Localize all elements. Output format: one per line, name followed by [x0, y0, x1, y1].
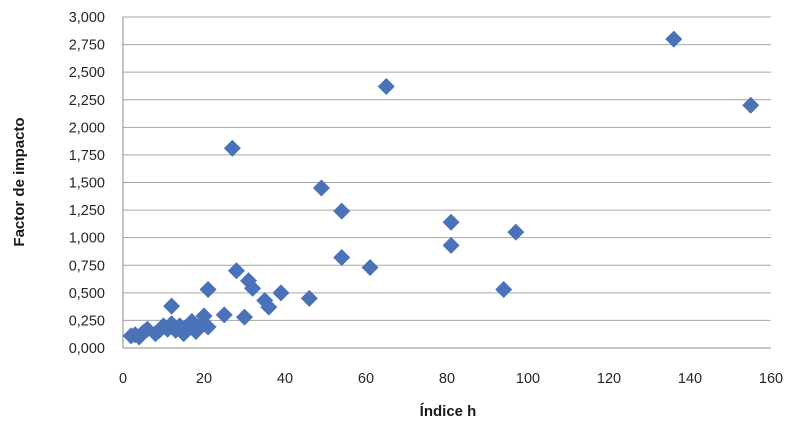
data-points [122, 30, 760, 346]
data-point [244, 279, 262, 297]
x-tick-label: 20 [196, 371, 212, 387]
data-point [227, 262, 245, 280]
axes [122, 17, 771, 349]
y-tick-label: 3,000 [69, 10, 105, 26]
data-point [377, 78, 395, 96]
data-point [507, 223, 525, 241]
data-point [163, 297, 181, 315]
data-point [442, 213, 460, 231]
data-point [272, 284, 290, 302]
y-tick-label: 0,250 [69, 313, 105, 329]
y-tick-label: 0,500 [69, 286, 105, 302]
data-point [215, 306, 233, 324]
x-tick-label: 160 [759, 371, 783, 387]
x-tick-labels: 0 20 40 60 80 100 120 140 160 [119, 371, 783, 387]
data-point [236, 308, 253, 326]
x-tick-label: 0 [119, 371, 127, 387]
data-point [495, 281, 513, 299]
data-point [199, 281, 217, 299]
data-point [333, 249, 351, 267]
x-tick-label: 40 [277, 371, 293, 387]
data-point [300, 289, 318, 307]
data-point [223, 139, 241, 157]
y-tick-label: 2,000 [69, 120, 105, 136]
y-tick-label: 2,500 [69, 65, 105, 81]
gridlines [123, 16, 771, 321]
y-tick-label: 1,250 [69, 203, 105, 219]
x-tick-label: 60 [358, 371, 374, 387]
y-tick-label: 0,750 [69, 258, 105, 274]
y-tick-label: 2,250 [69, 93, 105, 109]
x-tick-label: 100 [516, 371, 540, 387]
data-point [333, 202, 351, 220]
data-point [742, 96, 760, 114]
data-point [665, 30, 683, 48]
y-tick-label: 1,500 [69, 176, 105, 192]
data-point [442, 236, 460, 254]
y-axis-title: Factor de impacto [11, 117, 28, 246]
x-axis-title: Índice h [420, 403, 477, 420]
y-tick-label: 1,750 [69, 148, 105, 164]
data-point [199, 318, 217, 336]
y-tick-labels: 0,000 0,250 0,500 0,750 1,000 1,250 1,500 1,750… [69, 10, 105, 357]
y-tick-label: 2,750 [69, 38, 105, 54]
x-tick-label: 140 [678, 371, 702, 387]
y-tick-label: 0,000 [69, 341, 105, 357]
x-tick-label: 120 [597, 371, 621, 387]
y-tick-label: 1,000 [69, 231, 105, 247]
x-tick-label: 80 [439, 371, 455, 387]
data-point [361, 258, 379, 276]
data-point [260, 298, 278, 316]
data-point [312, 179, 330, 197]
